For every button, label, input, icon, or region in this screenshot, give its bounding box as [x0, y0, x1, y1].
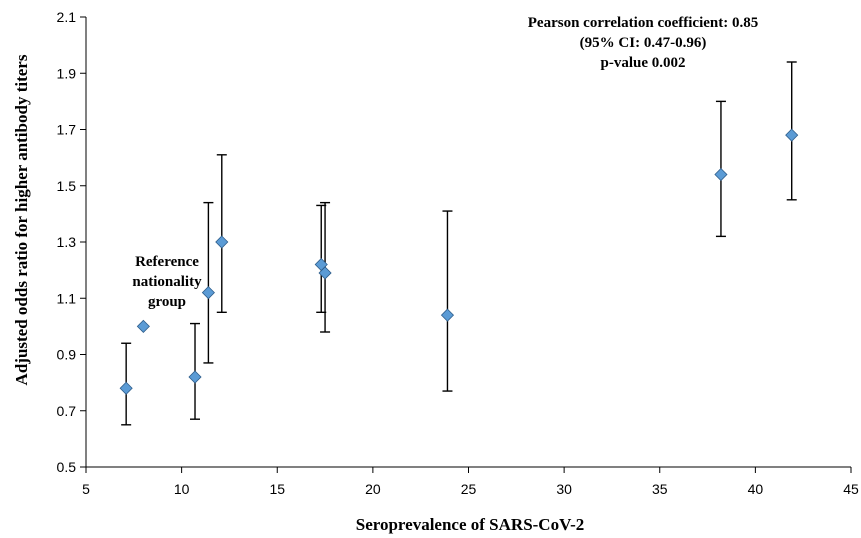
y-tick-label: 2.1	[57, 9, 77, 25]
x-tick-label: 40	[748, 481, 764, 497]
error-bar	[216, 154, 227, 314]
data-points	[119, 128, 799, 395]
y-tick-label: 1.5	[57, 178, 77, 194]
data-point	[785, 128, 799, 142]
y-tick-label: 1.9	[57, 65, 77, 81]
reference-annotation-line: Reference	[135, 254, 199, 270]
y-tick-label: 1.7	[57, 122, 77, 138]
stats-annotation: Pearson correlation coefficient: 0.85 (95…	[528, 15, 758, 71]
data-point	[201, 286, 215, 300]
y-tick-label: 0.9	[57, 347, 77, 363]
y-ticks: 0.5 0.7 0.9 1.1 1.3 1.5 1.7 1.9 2.1	[57, 9, 86, 475]
reference-annotation-line: nationality	[132, 274, 202, 290]
y-tick-label: 0.5	[57, 459, 77, 475]
x-axis-label: Seroprevalence of SARS-CoV-2	[356, 515, 585, 534]
stats-annotation-line: p-value 0.002	[600, 55, 685, 71]
y-axis-label: Adjusted odds ratio for higher antibody …	[12, 54, 31, 385]
data-point	[136, 319, 150, 333]
data-point	[119, 381, 133, 395]
x-ticks: 5 10 15 20 25 30 35 40 45	[82, 467, 859, 497]
reference-annotation: Reference nationality group	[132, 254, 202, 310]
x-tick-label: 15	[269, 481, 285, 497]
y-tick-label: 1.1	[57, 290, 77, 306]
x-tick-label: 45	[843, 481, 859, 497]
axes	[85, 17, 851, 468]
x-tick-label: 35	[652, 481, 668, 497]
error-bar	[203, 201, 214, 364]
data-point	[318, 266, 332, 280]
x-tick-label: 30	[556, 481, 572, 497]
data-point	[714, 167, 728, 182]
stats-annotation-line: Pearson correlation coefficient: 0.85	[528, 15, 758, 31]
x-tick-label: 25	[461, 481, 477, 497]
reference-annotation-line: group	[148, 294, 186, 310]
x-tick-label: 20	[365, 481, 381, 497]
data-point	[188, 370, 202, 384]
y-tick-label: 1.3	[57, 234, 77, 250]
stats-annotation-line: (95% CI: 0.47-0.96)	[580, 35, 707, 51]
x-tick-label: 5	[82, 481, 90, 497]
error-bars	[121, 61, 797, 426]
x-tick-label: 10	[174, 481, 190, 497]
error-bar	[442, 210, 453, 392]
data-point	[215, 235, 229, 249]
data-point	[440, 308, 455, 322]
y-tick-label: 0.7	[57, 403, 77, 419]
